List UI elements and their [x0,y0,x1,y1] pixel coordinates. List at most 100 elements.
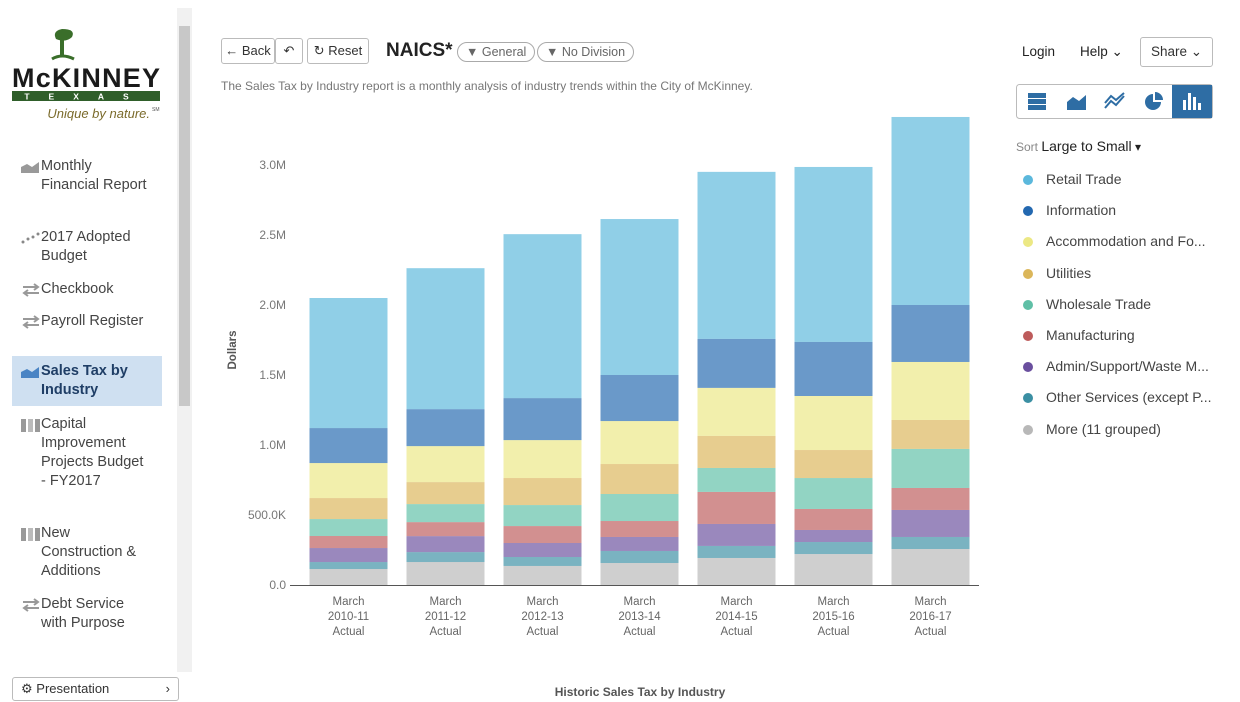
legend-item[interactable]: Manufacturing [1023,327,1135,343]
back-button[interactable]: ← Back [221,38,275,64]
nav-item[interactable]: Monthly Financial Report [12,157,162,195]
filter-label: No Division [561,45,626,59]
chart-type-switch[interactable] [1016,84,1213,120]
x-tick-label: Actual [721,626,753,638]
legend-swatch [1023,424,1033,435]
scroll-thumb[interactable] [179,26,190,406]
legend-item[interactable]: Utilities [1023,265,1091,281]
presentation-button[interactable]: ⚙ Presentation › [12,677,179,701]
bar-segment [309,428,388,464]
legend-swatch [1023,299,1033,310]
legend-label: Manufacturing [1046,327,1135,343]
legend-label: Information [1046,202,1117,219]
bar-segment [794,478,873,509]
x-tick-label: March [430,596,462,608]
logo-name: McKINNEY [12,63,160,93]
scrollbar[interactable] [177,8,192,672]
bar-segment [600,421,679,465]
legend-label: Retail Trade [1046,171,1122,187]
legend-item[interactable]: More (11 grouped) [1023,421,1161,437]
x-tick-label: Actual [624,626,656,638]
bar-segment [697,338,776,388]
legend-label: Accommodation and Fo... [1046,233,1206,250]
bar-segment [309,498,388,520]
bar-segment [891,448,970,488]
bar-segment [794,542,873,555]
bar-segment [309,519,388,536]
filter-pill[interactable]: ▼ General [457,42,536,62]
x-tick-label: March [818,596,850,608]
bar-segment [309,569,388,585]
bar-segment [794,554,873,585]
legend-label: Admin/Support/Waste M... [1046,358,1209,375]
legend-item[interactable]: Other Services (except P... [1023,389,1211,405]
share-button[interactable]: Share ⌄ [1140,37,1213,67]
legend-swatch [1023,175,1033,185]
x-tick-label: March [624,596,656,608]
bar-segment [309,562,388,570]
bar-segment [891,361,970,420]
chart: Dollars Historic Sales Tax by Industry 0… [227,116,979,699]
y-axis-title: Dollars [227,331,239,370]
bar-segment [697,387,776,436]
legend-item[interactable]: Accommodation and Fo... [1023,233,1206,250]
legend-swatch [1023,237,1033,248]
bar-segment [309,548,388,563]
bar-segment [600,219,679,375]
bar-segment [600,464,679,494]
nav-item-active[interactable]: Sales Tax by Industry [12,356,162,406]
nav-label: Capital Improvement Projects Budget - FY… [41,416,144,489]
bar-segment [697,467,776,492]
y-tick-label: 2.5M [259,228,286,242]
bar-segment [794,341,873,396]
bar-segment [406,536,485,553]
y-tick-label: 1.5M [259,368,286,382]
logo-mark: SM [152,107,160,113]
bar-segment [600,494,679,522]
bar-segment [891,419,970,449]
legend-item[interactable]: Retail Trade [1023,171,1122,187]
bar-segment [406,562,485,585]
x-tick-label: Actual [915,626,947,638]
nav-item[interactable]: New Construction & Additions [12,524,162,581]
x-tick-label: 2014-15 [715,611,757,623]
undo-button[interactable]: ↶ [275,38,303,64]
logo[interactable]: McKINNEY TEXAS Unique by nature. SM [10,25,170,125]
nav-label: Debt Service with Purpose [41,596,125,631]
bar-segment [794,450,873,479]
nav-label: Checkbook [41,281,114,297]
reset-button[interactable]: ↻ Reset [307,38,369,64]
nav-item[interactable]: Capital Improvement Projects Budget - FY… [12,415,162,491]
nav-item[interactable]: Debt Service with Purpose [12,595,162,633]
legend-item[interactable]: Wholesale Trade [1023,296,1151,312]
help-menu[interactable]: Help ⌄ [1080,44,1123,59]
nav-item[interactable]: Payroll Register [12,312,162,331]
x-tick-label: Actual [818,626,850,638]
x-tick-label: March [527,596,559,608]
logo-state: TEXAS [24,92,147,102]
help-label: Help [1080,44,1108,59]
bar-segment [891,549,970,585]
bar-segment [503,565,582,585]
bar-segment [891,305,970,362]
x-axis-title: Historic Sales Tax by Industry [555,685,726,699]
bar-segment [600,563,679,585]
legend-item[interactable]: Admin/Support/Waste M... [1023,358,1209,375]
filter-pill[interactable]: ▼ No Division [537,42,635,62]
bar-segment [406,409,485,447]
nav-item[interactable]: 2017 Adopted Budget [12,228,162,266]
bar-segment [891,487,970,510]
nav-item[interactable]: Checkbook [12,280,162,299]
x-tick-label: 2012-13 [521,611,563,623]
legend-item[interactable]: Information [1023,202,1117,219]
bar-segment [503,234,582,399]
bar-segment [794,508,873,530]
sort-value: Large to Small [1041,138,1132,154]
filter-label: General [481,45,527,59]
sort-control[interactable]: Sort Large to Small ▾ [1016,138,1141,154]
legend-swatch [1023,393,1033,404]
bar-segment [503,543,582,557]
legend-swatch [1023,331,1033,341]
login-link[interactable]: Login [1022,44,1056,59]
bar-segment [697,557,776,585]
